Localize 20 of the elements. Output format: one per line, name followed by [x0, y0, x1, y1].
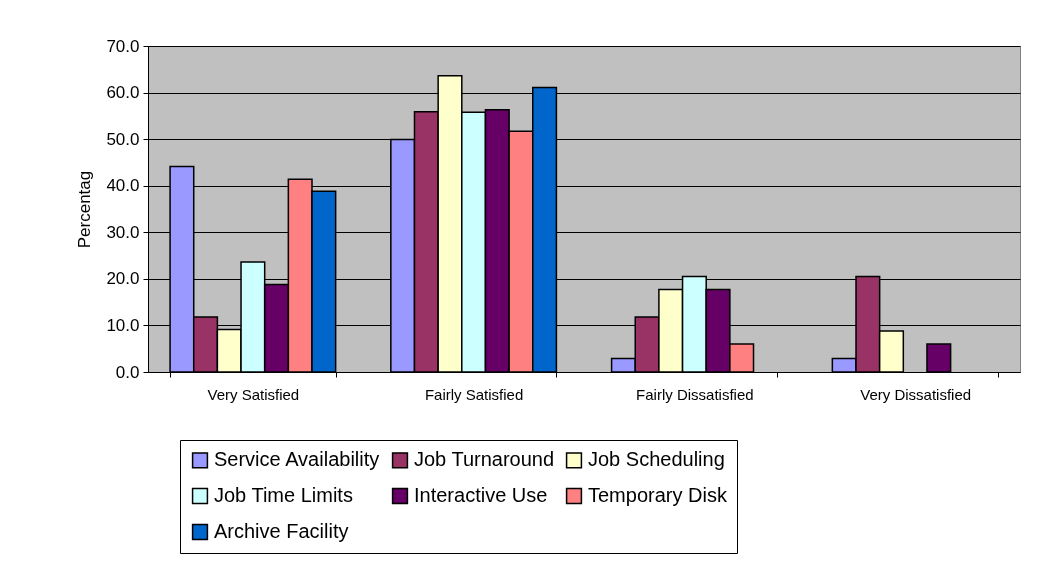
x-tick-label: Fairly Dissatisfied: [636, 385, 754, 403]
y-tick-label: 10.0: [106, 315, 140, 335]
legend-label: Interactive Use: [414, 484, 548, 506]
x-tick-label: Fairly Satisfied: [424, 385, 524, 403]
x-tick-label: Very Dissatisfied: [860, 385, 972, 403]
legend-label: Job Scheduling: [588, 448, 725, 471]
y-tick-label: 40.0: [106, 176, 140, 196]
x-tick-label: Very Satisfied: [207, 385, 300, 403]
y-tick-label: 60.0: [106, 83, 140, 103]
y-axis-title: Percentag: [75, 170, 95, 249]
legend-label: Service Availability: [214, 448, 380, 471]
y-tick-label: 50.0: [106, 129, 140, 149]
legend-label: Job Turnaround: [414, 448, 555, 471]
y-tick-label: 70.0: [106, 36, 140, 56]
y-tick-label: 20.0: [106, 269, 140, 289]
y-tick-label: 30.0: [106, 222, 140, 242]
y-tick-label: 0.0: [115, 362, 140, 382]
legend-label: Job Time Limits: [214, 484, 353, 506]
legend-label: Archive Facility: [214, 520, 349, 542]
legend-label: Temporary Disk: [588, 484, 728, 506]
